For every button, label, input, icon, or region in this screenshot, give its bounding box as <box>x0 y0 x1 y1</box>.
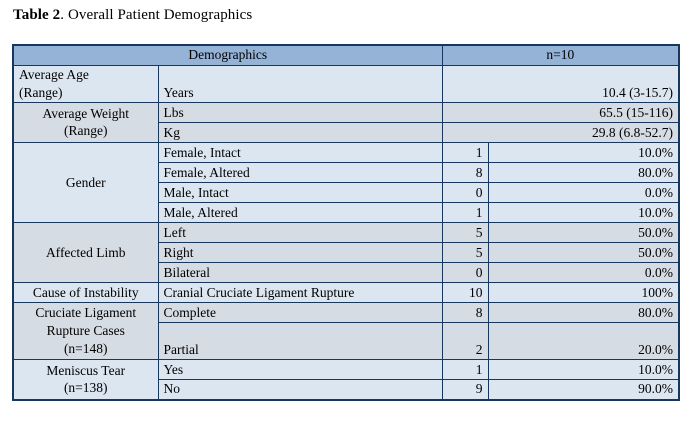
group-label-line: (Range) <box>64 123 108 139</box>
sub-label-male-altered: Male, Altered <box>157 202 443 224</box>
table-row: Partial 2 20.0% <box>13 322 680 361</box>
pct-yes: 10.0% <box>487 359 680 381</box>
count-male-intact: 0 <box>441 182 489 204</box>
group-label-cause-of-instability: Cause of Instability <box>12 282 159 304</box>
header-cell-n: n=10 <box>441 44 680 66</box>
table-row: Female, Altered 8 80.0% <box>13 162 680 184</box>
table-row: Gender Female, Intact 1 10.0% <box>12 142 680 224</box>
table-row: Average Age (Range) Years 10.4 (3-15.7) <box>12 64 680 104</box>
group-label-line: (Range) <box>19 84 63 100</box>
group-label-gender: Gender <box>12 142 159 224</box>
sub-label-complete: Complete <box>157 302 443 324</box>
group-label-line: Average Age <box>19 66 89 82</box>
table-row: Bilateral 0 0.0% <box>13 262 680 284</box>
table-caption-number: Table 2 <box>13 7 61 23</box>
table-row: Meniscus Tear (n=138) Yes 1 10.0% <box>12 359 680 401</box>
table-caption-text: . Overall Patient Demographics <box>60 7 253 23</box>
group-label-line: Cruciate Ligament <box>35 305 137 321</box>
sub-label-right: Right <box>157 242 443 264</box>
header-cell-demographics: Demographics <box>12 44 443 66</box>
count-ccl-rupture: 10 <box>441 282 489 304</box>
table-row: Cruciate Ligament Rupture Cases (n=148) … <box>12 302 680 361</box>
count-male-altered: 1 <box>441 202 489 224</box>
group-label-line: Gender <box>65 174 106 190</box>
count-partial: 2 <box>441 322 489 361</box>
sub-label-female-intact: Female, Intact <box>157 142 443 164</box>
sub-label-lbs: Lbs <box>157 102 443 124</box>
pct-ccl-rupture: 100% <box>487 282 680 304</box>
group-label-average-age: Average Age (Range) <box>12 64 159 104</box>
sub-label-male-intact: Male, Intact <box>157 182 443 204</box>
table-row: Average Weight (Range) Lbs 65.5 (15-116) <box>12 102 680 144</box>
group-label-line: (n=148) <box>63 340 108 356</box>
pct-male-altered: 10.0% <box>487 202 680 224</box>
demographics-table: Demographics n=10 Average Age (Range) Ye… <box>12 44 681 402</box>
table-row: Affected Limb Left 5 50.0% <box>12 222 680 284</box>
pct-right: 50.0% <box>487 242 680 264</box>
value-weight-lbs: 65.5 (15-116) <box>441 102 680 124</box>
group-label-line: Affected Limb <box>45 244 126 260</box>
count-female-intact: 1 <box>441 142 489 164</box>
pct-female-intact: 10.0% <box>487 142 680 164</box>
group-label-line: Cause of Instability <box>32 284 139 300</box>
table-row: No 9 90.0% <box>13 379 680 401</box>
pct-bilateral: 0.0% <box>487 262 680 284</box>
count-yes: 1 <box>441 359 489 381</box>
pct-female-altered: 80.0% <box>487 162 680 184</box>
sub-label-yes: Yes <box>157 359 443 381</box>
group-label-average-weight: Average Weight (Range) <box>12 102 159 144</box>
count-complete: 8 <box>441 302 489 324</box>
table-header-row: Demographics n=10 <box>12 44 680 66</box>
group-label-meniscus-tear: Meniscus Tear (n=138) <box>12 359 159 401</box>
group-label-affected-limb: Affected Limb <box>12 222 159 284</box>
group-label-line: Average Weight <box>42 105 129 121</box>
sub-label-years: Years <box>157 64 443 104</box>
sub-label-left: Left <box>157 222 443 244</box>
sub-label-no: No <box>157 379 443 401</box>
pct-male-intact: 0.0% <box>487 182 680 204</box>
sub-label-ccl-rupture: Cranial Cruciate Ligament Rupture <box>157 282 443 304</box>
count-left: 5 <box>441 222 489 244</box>
count-female-altered: 8 <box>441 162 489 184</box>
count-right: 5 <box>441 242 489 264</box>
value-average-age: 10.4 (3-15.7) <box>441 64 680 104</box>
count-no: 9 <box>441 379 489 401</box>
value-weight-kg: 29.8 (6.8-52.7) <box>441 122 680 144</box>
group-label-cruciate-rupture-cases: Cruciate Ligament Rupture Cases (n=148) <box>12 302 159 361</box>
count-bilateral: 0 <box>441 262 489 284</box>
table-caption: Table 2. Overall Patient Demographics <box>13 7 252 24</box>
table-row: Male, Intact 0 0.0% <box>13 182 680 204</box>
pct-partial: 20.0% <box>487 322 680 361</box>
pct-left: 50.0% <box>487 222 680 244</box>
sub-label-bilateral: Bilateral <box>157 262 443 284</box>
group-label-line: (n=138) <box>63 380 108 396</box>
table-row: Kg 29.8 (6.8-52.7) <box>13 122 680 144</box>
group-label-line: Meniscus Tear <box>46 362 126 378</box>
sub-label-female-altered: Female, Altered <box>157 162 443 184</box>
pct-no: 90.0% <box>487 379 680 401</box>
pct-complete: 80.0% <box>487 302 680 324</box>
table-row: Cause of Instability Cranial Cruciate Li… <box>12 282 680 304</box>
group-label-line: Rupture Cases <box>46 323 125 339</box>
sub-label-partial: Partial <box>157 322 443 361</box>
sub-label-kg: Kg <box>157 122 443 144</box>
